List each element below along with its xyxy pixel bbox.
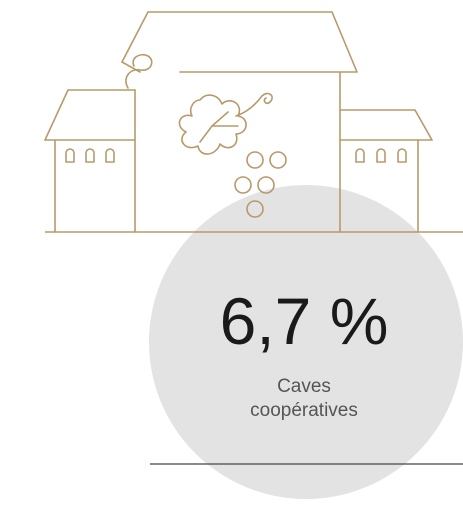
- building-illustration: [44, 11, 433, 233]
- stat-label: Caves: [277, 376, 331, 397]
- stat-label: coopératives: [250, 400, 358, 421]
- background-circle: [149, 185, 463, 499]
- stat-value: 6,7 %: [220, 284, 389, 358]
